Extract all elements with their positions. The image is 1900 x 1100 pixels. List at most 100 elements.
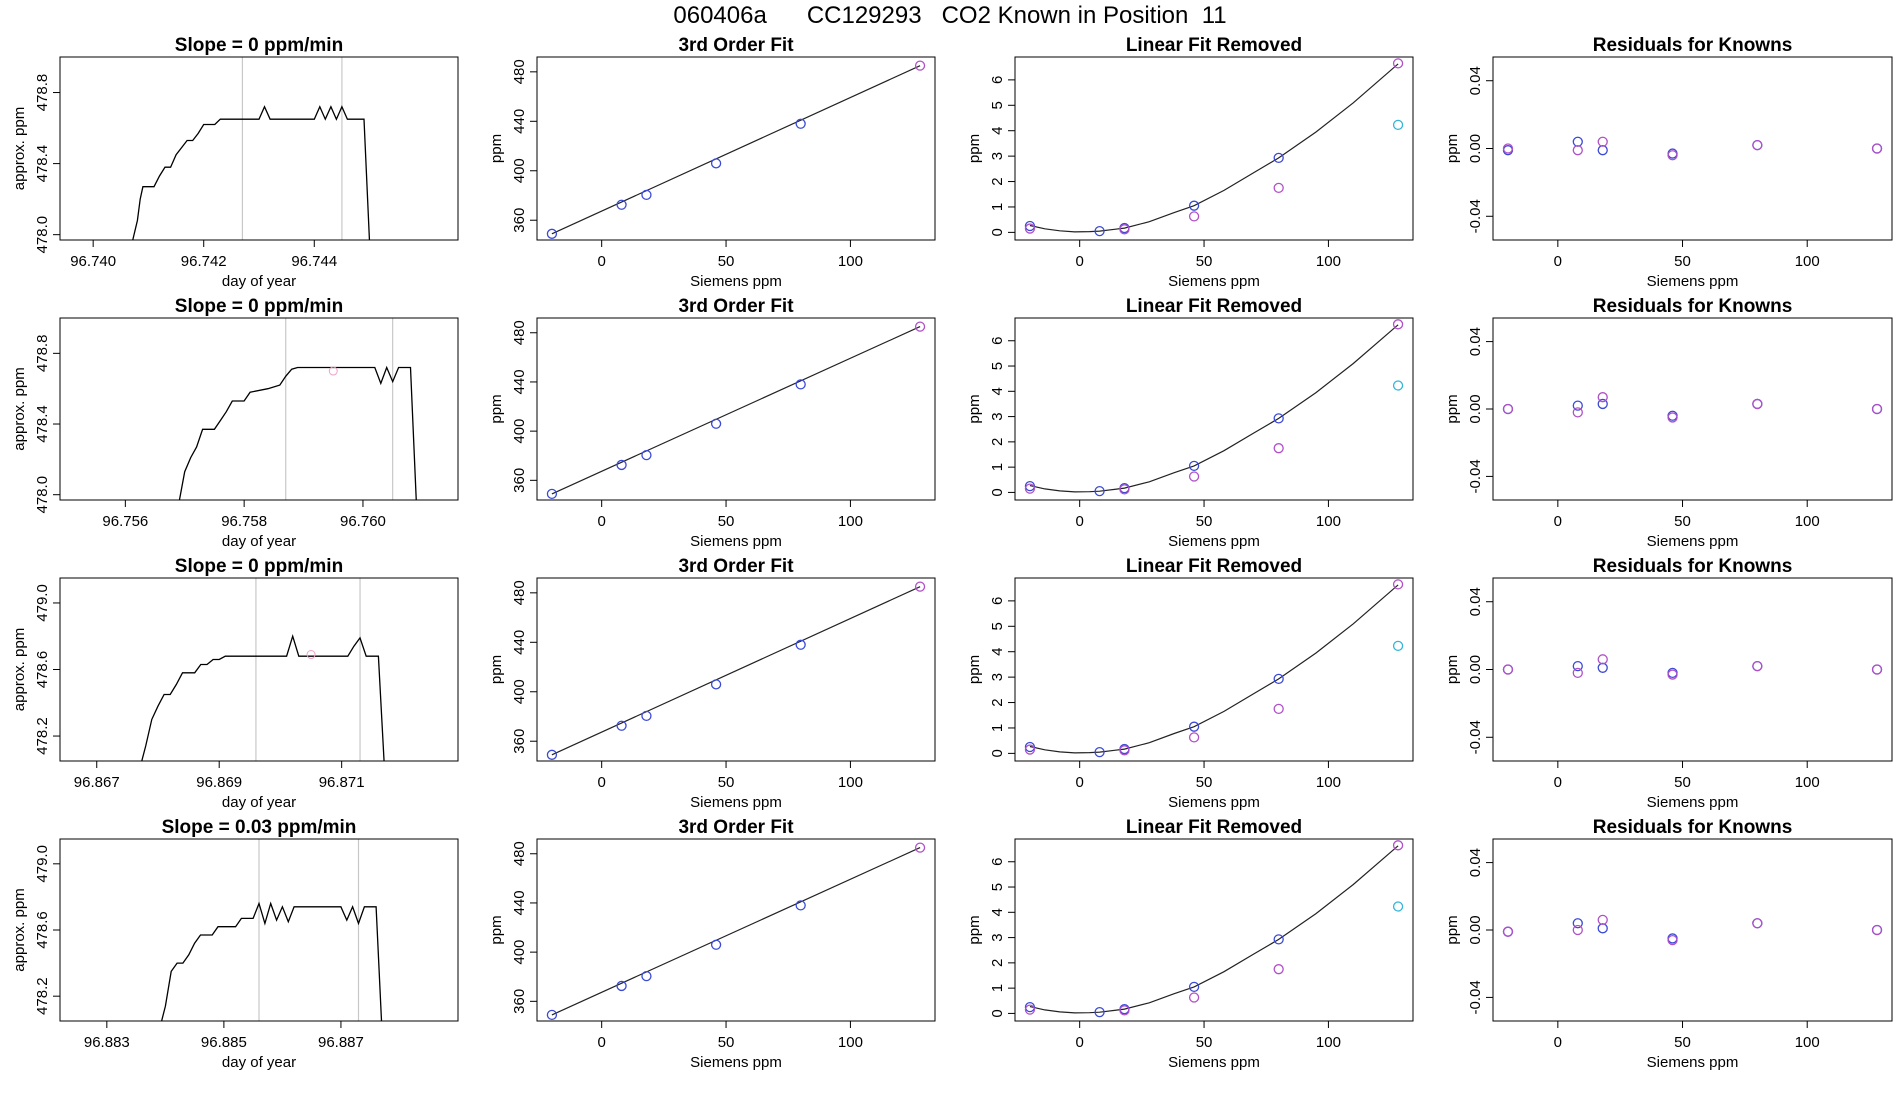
x-tick-label: 50: [1196, 253, 1213, 270]
y-axis-label: ppm: [966, 134, 983, 163]
data-point: [1024, 1001, 1036, 1013]
x-tick-label: 100: [838, 1034, 863, 1051]
panel-title: Slope = 0 ppm/min: [175, 35, 343, 56]
y-tick-label: 0.00: [1467, 655, 1484, 684]
data-point: [1094, 746, 1105, 758]
fit-curve: [551, 586, 921, 756]
data-point: [1273, 152, 1284, 164]
data-point: [1871, 403, 1883, 415]
fit-curve: [551, 65, 921, 235]
panel-title: Residuals for Knowns: [1593, 35, 1793, 56]
x-tick-label: 0: [598, 253, 606, 270]
panel-time-series-r2: Slope = 0 ppm/min 96.756 96.758 96.760 478.0…: [11, 296, 459, 550]
data-point: [1572, 660, 1583, 672]
y-axis-label: approx. ppm: [11, 888, 28, 971]
x-axis-label: Siemens ppm: [1168, 533, 1260, 550]
panel-title: Linear Fit Removed: [1126, 35, 1302, 56]
x-tick-label: 0: [1076, 513, 1084, 530]
data-point: [1188, 992, 1200, 1003]
y-tick-label: 478.4: [34, 405, 51, 443]
plot-area: [178, 318, 417, 500]
panel-title: Linear Fit Removed: [1126, 556, 1302, 577]
y-tick-label: 3: [989, 673, 1006, 681]
data-point: [1024, 220, 1036, 232]
plot-frame: [1492, 577, 1893, 762]
x-tick-label: 0: [1554, 1034, 1562, 1051]
panel-linear-removed-r2: Linear Fit Removed 0 50 100 0 1 2 3 4 5 6 Siemens p…: [966, 296, 1414, 550]
data-point: [1597, 392, 1608, 403]
panel-title: Slope = 0.03 ppm/min: [162, 817, 357, 838]
data-point: [1752, 660, 1763, 672]
plot-frame: [59, 317, 459, 501]
y-tick-label: 480: [511, 841, 528, 866]
y-tick-label: 3: [989, 152, 1006, 160]
y-axis-label: ppm: [1444, 655, 1461, 684]
x-tick-label: 100: [1795, 774, 1820, 791]
plot-frame: [536, 838, 936, 1022]
y-tick-label: 4: [989, 908, 1006, 916]
x-tick-label: 96.869: [196, 774, 242, 791]
data-point: [546, 749, 558, 760]
x-axis-label: day of year: [222, 794, 296, 811]
x-tick-label: 96.887: [318, 1034, 364, 1051]
data-point: [1188, 981, 1200, 993]
x-axis-label: Siemens ppm: [1647, 1054, 1739, 1071]
x-tick-label: 100: [1795, 1034, 1820, 1051]
x-axis-label: Siemens ppm: [1168, 794, 1260, 811]
plot-area: [1502, 136, 1883, 161]
data-point: [1597, 136, 1608, 147]
data-point: [1572, 918, 1583, 929]
data-point: [1094, 486, 1105, 497]
y-tick-label: 6: [989, 337, 1006, 345]
data-point: [795, 639, 806, 650]
panel-title: Residuals for Knowns: [1593, 296, 1793, 317]
x-tick-label: 50: [718, 774, 735, 791]
data-point: [1502, 926, 1514, 937]
x-tick-label: 100: [1316, 1034, 1341, 1051]
y-tick-label: 440: [511, 890, 528, 915]
y-tick-label: 3: [989, 933, 1006, 941]
data-point: [1871, 664, 1883, 675]
x-tick-label: 0: [1554, 774, 1562, 791]
plot-frame: [536, 56, 936, 241]
y-tick-label: 0.00: [1467, 915, 1484, 944]
x-tick-label: 96.867: [74, 774, 120, 791]
y-tick-label: 2: [989, 698, 1006, 706]
data-point: [1597, 914, 1608, 926]
x-tick-label: 100: [1316, 253, 1341, 270]
panel-fit-r3: 3rd Order Fit 0 50 100 360 400 440 480 Siemens p…: [488, 556, 936, 811]
data-point: [1273, 703, 1284, 715]
y-tick-label: 5: [989, 362, 1006, 370]
data-point: [1188, 721, 1200, 732]
y-tick-label: 440: [511, 109, 528, 134]
data-point: [641, 449, 652, 461]
data-point: [1392, 119, 1404, 131]
data-point: [1188, 460, 1200, 472]
y-tick-label: 0.04: [1467, 587, 1484, 616]
panel-residuals-r4: Residuals for Knowns 0 50 100 -0.04 0.00 0.04 S…: [1444, 817, 1893, 1071]
y-tick-label: 400: [511, 419, 528, 444]
plot-frame: [59, 577, 459, 762]
data-point: [1024, 1004, 1036, 1015]
y-tick-label: 479.0: [34, 584, 51, 622]
data-point: [1597, 145, 1608, 156]
panel-time-series-r1: Slope = 0 ppm/min 96.740 96.742 96.744 478.0…: [11, 35, 459, 290]
x-tick-label: 100: [1316, 513, 1341, 530]
x-tick-label: 50: [1674, 1034, 1691, 1051]
data-point: [1667, 412, 1678, 423]
y-tick-label: 480: [511, 580, 528, 605]
data-point: [914, 60, 926, 71]
data-point: [1392, 840, 1404, 851]
data-point: [1752, 139, 1763, 151]
data-point: [1502, 403, 1514, 415]
data-point: [1273, 182, 1284, 194]
panel-title: Linear Fit Removed: [1126, 296, 1302, 317]
data-point: [1572, 136, 1583, 147]
y-tick-label: 478.2: [34, 717, 51, 755]
y-axis-label: ppm: [488, 915, 505, 944]
y-axis-label: ppm: [966, 394, 983, 423]
data-point: [1119, 484, 1130, 495]
ppm-trace-line: [141, 633, 385, 761]
x-tick-label: 0: [598, 513, 606, 530]
panel-residuals-r3: Residuals for Knowns 0 50 100 -0.04 0.00 0.04 S…: [1444, 556, 1893, 811]
